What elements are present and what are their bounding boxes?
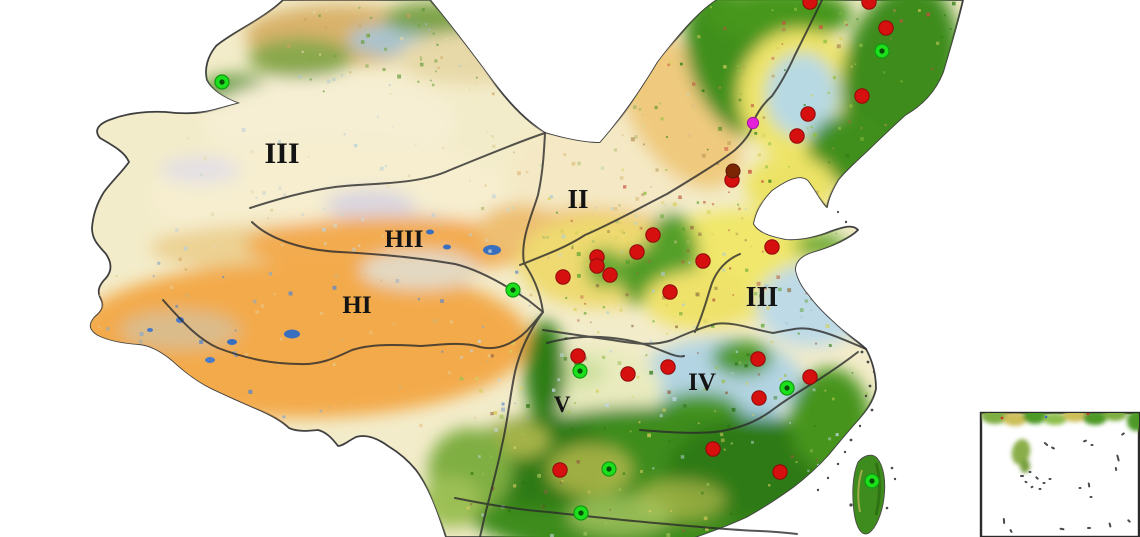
dark-red-station-dot[interactable] xyxy=(725,163,741,179)
sea-inset xyxy=(979,411,1140,537)
inset-island-mark xyxy=(1020,475,1024,477)
green-station-dot[interactable] xyxy=(874,43,890,59)
red-station-dot[interactable] xyxy=(802,0,818,10)
inset-island-mark xyxy=(1038,488,1042,490)
taiwan-island xyxy=(852,454,886,535)
inset-island-mark xyxy=(1043,442,1049,446)
inset-island-mark xyxy=(1121,432,1125,436)
green-station-center xyxy=(879,48,885,54)
inset-island-mark xyxy=(1059,527,1065,531)
magenta-station-dot[interactable] xyxy=(746,116,760,130)
inset-islands xyxy=(1002,432,1131,533)
red-station-dot[interactable] xyxy=(772,464,788,480)
inset-island-mark xyxy=(1116,454,1120,462)
inset-island-mark xyxy=(1048,478,1052,480)
red-station-dot[interactable] xyxy=(789,128,805,144)
boundary-tropical xyxy=(454,497,798,535)
green-station-center xyxy=(219,79,225,85)
red-station-dot[interactable] xyxy=(751,390,767,406)
inset-island-mark xyxy=(1090,444,1094,446)
green-station-dot[interactable] xyxy=(573,505,589,521)
boundary-huai-branch xyxy=(694,253,741,333)
zone-boundaries xyxy=(162,0,867,537)
red-station-dot[interactable] xyxy=(800,106,816,122)
boundary-hi-south xyxy=(162,299,544,366)
red-station-dot[interactable] xyxy=(620,366,636,382)
red-station-dot[interactable] xyxy=(570,348,586,364)
green-station-center xyxy=(577,368,583,374)
inset-island-mark xyxy=(1089,496,1093,498)
inset-island-mark xyxy=(1030,485,1034,489)
inset-island-mark xyxy=(1002,518,1006,524)
zone-label-hi: HI xyxy=(342,292,371,319)
boundary-qinling-huai xyxy=(542,322,867,350)
boundary-hii-hi xyxy=(251,221,544,313)
green-station-dot[interactable] xyxy=(779,380,795,396)
zone-label-iii: III xyxy=(746,282,779,313)
inset-island-mark xyxy=(1087,527,1091,529)
red-station-dot[interactable] xyxy=(861,0,877,10)
red-station-dot[interactable] xyxy=(802,369,818,385)
zone-label-iv: IV xyxy=(688,369,716,396)
zone-label-ii: II xyxy=(567,184,588,214)
boundary-hengduan xyxy=(479,311,544,537)
coastal-islets xyxy=(816,210,897,510)
boundary-plateau-east xyxy=(522,132,546,313)
red-station-dot[interactable] xyxy=(854,88,870,104)
green-station-center xyxy=(510,287,516,293)
inset-island-mark xyxy=(1024,480,1028,484)
red-station-dot[interactable] xyxy=(878,20,894,36)
red-station-dot[interactable] xyxy=(555,269,571,285)
inset-island-mark xyxy=(1108,522,1112,528)
red-station-dot[interactable] xyxy=(602,267,618,283)
red-station-dot[interactable] xyxy=(705,441,721,457)
inset-island-mark xyxy=(1078,487,1082,489)
zone-label-v: V xyxy=(554,392,571,417)
zone-label-hii: HII xyxy=(385,226,424,253)
inset-island-mark xyxy=(1035,476,1039,480)
boundary-iv-south xyxy=(639,351,859,434)
landcover-layer xyxy=(90,0,959,537)
green-station-center xyxy=(578,510,584,516)
green-station-dot[interactable] xyxy=(505,282,521,298)
inset-island-mark xyxy=(1114,467,1118,471)
inset-island-mark xyxy=(1028,471,1032,473)
red-station-dot[interactable] xyxy=(552,462,568,478)
boundary-sichuan-arc xyxy=(546,335,685,358)
red-station-dot[interactable] xyxy=(764,239,780,255)
red-station-dot[interactable] xyxy=(662,284,678,300)
inset-border xyxy=(979,411,1140,537)
green-station-dot[interactable] xyxy=(572,363,588,379)
green-station-center xyxy=(784,385,790,391)
inset-island-mark xyxy=(1087,482,1091,488)
red-station-dot[interactable] xyxy=(695,253,711,269)
green-station-center xyxy=(606,466,612,472)
red-station-dot[interactable] xyxy=(660,359,676,375)
inset-island-mark xyxy=(1042,482,1046,484)
green-station-dot[interactable] xyxy=(214,74,230,90)
green-station-center xyxy=(869,478,875,484)
red-station-dot[interactable] xyxy=(589,258,605,274)
red-station-dot[interactable] xyxy=(645,227,661,243)
inset-coast xyxy=(981,413,1139,473)
green-station-dot[interactable] xyxy=(864,473,880,489)
inset-island-mark xyxy=(1083,439,1087,443)
inset-island-mark xyxy=(1127,519,1131,523)
boundary-ii-iii xyxy=(519,0,823,266)
markers-layer xyxy=(214,0,894,521)
green-station-dot[interactable] xyxy=(601,461,617,477)
zone-label-iii: III xyxy=(264,137,299,170)
red-station-dot[interactable] xyxy=(629,244,645,260)
inset-island-mark xyxy=(1051,446,1055,450)
red-station-dot[interactable] xyxy=(750,351,766,367)
inset-island-mark xyxy=(1009,529,1013,533)
boundary-xinjiang-south xyxy=(249,132,546,209)
